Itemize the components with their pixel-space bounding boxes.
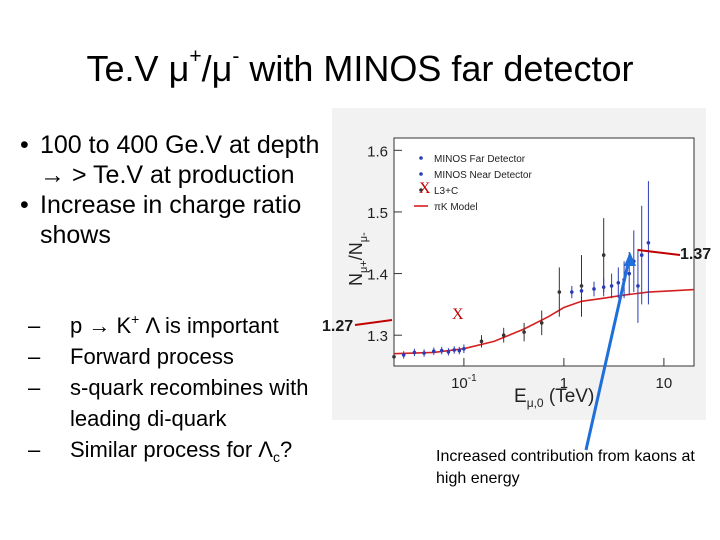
- data-point: [501, 333, 506, 337]
- annotation-1-27: 1.27: [322, 318, 354, 335]
- data-point: [601, 285, 606, 289]
- title-plus: +: [189, 45, 202, 68]
- title-text-pre: Te.V: [86, 48, 169, 89]
- data-point: [636, 284, 640, 288]
- plot-frame: [393, 137, 695, 367]
- legend-marker: [419, 156, 423, 160]
- arrow-1-37: [637, 249, 681, 256]
- subbullet-dash: –: [28, 313, 41, 338]
- subbullet-text: s-quark recombines with leading di-quark: [70, 375, 309, 431]
- legend-label: L3+C: [434, 186, 458, 197]
- data-point: [639, 253, 644, 257]
- data-point: [452, 348, 457, 352]
- subbullet-list: – p → K+ Λ is important – Forward proces…: [28, 310, 328, 465]
- data-point: [627, 271, 632, 276]
- data-point: [592, 287, 596, 291]
- axis-ticks: 1.31.41.51.610-1 1 10: [367, 143, 672, 392]
- bullet-text: 100 to 400 Ge.V at depth → > Te.V at pro…: [40, 131, 320, 189]
- bullet-item: • Increase in charge ratio shows: [20, 190, 340, 250]
- title-minus: -: [232, 45, 240, 68]
- data-series: [392, 181, 695, 363]
- subbullet-text: Forward process: [70, 344, 234, 369]
- data-point: [446, 350, 451, 354]
- legend-marker: [419, 172, 423, 176]
- subbullet-item: – s-quark recombines with leading di-qua…: [28, 372, 328, 434]
- y-tick-label: 1.4: [367, 267, 388, 284]
- title-text-post: with MINOS far detector: [239, 48, 634, 89]
- bullet-text: Increase in charge ratio shows: [40, 191, 302, 249]
- data-point: [479, 339, 484, 344]
- bullet-list: • 100 to 400 Ge.V at depth → > Te.V at p…: [20, 130, 340, 250]
- x-marker-legend: X: [419, 180, 431, 197]
- lambda-c-subscript: c: [272, 449, 280, 465]
- data-point: [616, 281, 621, 285]
- subbullet-text: Similar process for Λ: [70, 437, 273, 462]
- bullet-dot: •: [20, 191, 29, 219]
- y-tick-label: 1.5: [367, 205, 388, 222]
- data-point: [557, 290, 562, 294]
- kaon-caption: Increased contribution from kaons at hig…: [436, 448, 695, 487]
- data-point: [392, 354, 396, 359]
- subbullet-dash: –: [28, 437, 41, 462]
- subbullet-item: – Similar process for Λc?: [28, 434, 328, 465]
- data-point: [609, 284, 614, 288]
- legend-label: MINOS Far Detector: [434, 154, 526, 165]
- arrow-1-27: [354, 319, 393, 326]
- data-point: [646, 240, 651, 245]
- slide-title: Te.V μ+/μ- with MINOS far detector: [0, 45, 720, 90]
- legend-marker: [419, 188, 423, 192]
- data-point: [422, 351, 426, 355]
- data-point: [579, 289, 584, 293]
- subbullet-dash: –: [28, 344, 41, 369]
- arrow-kaon-head: [624, 252, 636, 266]
- data-point: [401, 353, 406, 357]
- data-point: [457, 348, 462, 353]
- x-tick-exponent: -1: [468, 373, 477, 384]
- subbullet-item: – p → K+ Λ is important: [28, 310, 328, 341]
- annotation-1-37: 1.37: [680, 246, 712, 263]
- y-tick-label: 1.3: [367, 328, 388, 345]
- kaon-charge: +: [131, 311, 140, 327]
- legend: MINOS Far Detector MINOS Near Detector L3+…: [414, 154, 532, 213]
- legend-label: πK Model: [434, 202, 478, 213]
- title-mu-1: μ: [168, 48, 190, 89]
- bullet-item: • 100 to 400 Ge.V at depth → > Te.V at p…: [20, 130, 340, 190]
- y-axis-label: Nμ+/Nμ-: [346, 232, 370, 286]
- subbullet-dash: –: [28, 375, 41, 400]
- data-point: [522, 330, 526, 334]
- subbullet-text: p → K: [70, 313, 132, 338]
- legend-label: MINOS Near Detector: [434, 170, 532, 181]
- charge-ratio-chart: 1.31.41.51.610-1 1 10 MINOS Far DetectorMI…: [346, 137, 695, 410]
- data-point: [570, 290, 574, 294]
- subbullet-item: – Forward process: [28, 341, 328, 372]
- data-point: [412, 350, 417, 355]
- data-point: [462, 346, 466, 351]
- title-slash: /: [201, 48, 212, 89]
- title-mu-2: μ: [211, 48, 233, 89]
- data-point: [601, 253, 606, 257]
- x-tick-label: 10: [656, 375, 673, 392]
- data-point: [431, 349, 436, 354]
- subbullet-text: Λ is important: [139, 313, 279, 338]
- x-marker-data: X: [452, 306, 464, 323]
- data-point: [439, 348, 444, 353]
- data-point: [539, 321, 544, 325]
- subbullet-text: ?: [279, 437, 293, 462]
- bullet-dot: •: [20, 131, 29, 159]
- arrow-kaon-blue: [584, 254, 632, 451]
- x-tick-label: 1: [560, 375, 568, 392]
- x-axis-label: Eμ,0 (TeV): [514, 386, 594, 410]
- y-tick-label: 1.6: [367, 143, 388, 160]
